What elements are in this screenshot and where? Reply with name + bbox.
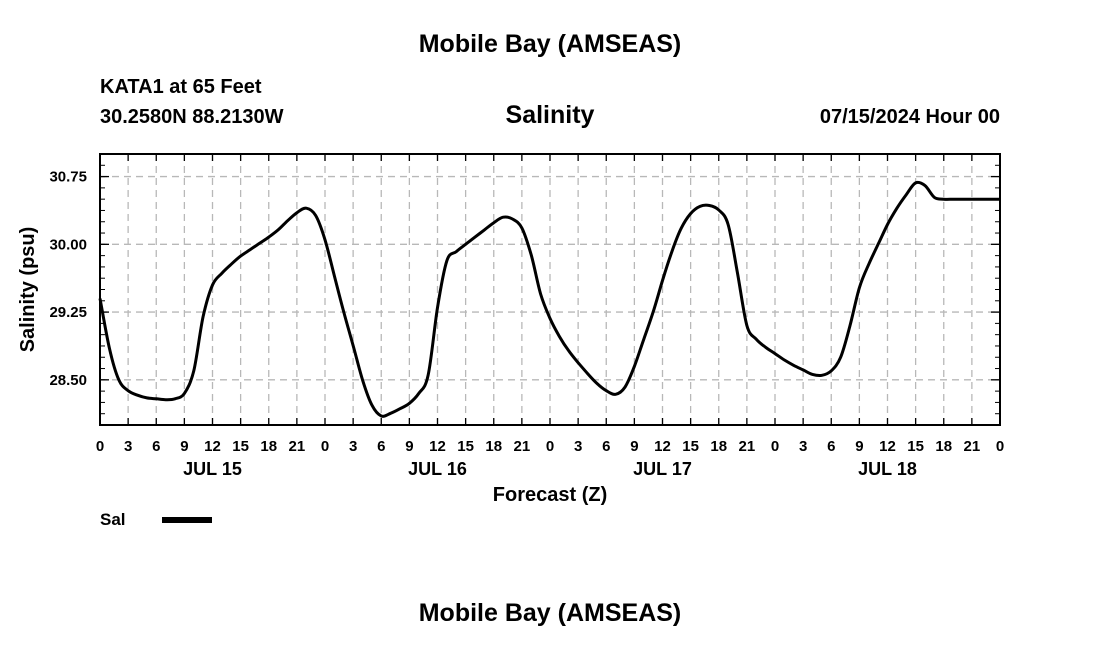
chart-grid [100,154,1000,425]
x-tick-label: 0 [321,438,329,455]
forecast-run-time: 07/15/2024 Hour 00 [819,106,1000,128]
x-tick-label: 9 [180,438,188,455]
x-tick-label: 12 [879,438,896,455]
chart-series [98,180,1000,418]
x-tick-label: 9 [405,438,413,455]
x-tick-label: 21 [964,438,981,455]
x-tick-label: 15 [907,438,924,455]
y-tick-label: 30.75 [49,169,87,186]
x-tick-label: 15 [457,438,474,455]
x-tick-label: 9 [630,438,638,455]
x-tick-label: 0 [771,438,779,455]
x-tick-label: 6 [602,438,610,455]
x-tick-label: 6 [377,438,385,455]
x-tick-label: 15 [232,438,249,455]
legend-label: Sal [100,510,126,529]
x-tick-label: 21 [739,438,756,455]
y-axis-label: Salinity (psu) [17,227,39,353]
x-tick-label: 12 [654,438,671,455]
x-day-label: JUL 18 [858,459,917,479]
x-tick-label: 21 [514,438,531,455]
x-tick-label: 18 [935,438,952,455]
page-title: Mobile Bay (AMSEAS) [418,30,682,58]
x-tick-label: 12 [204,438,221,455]
x-tick-label: 6 [152,438,160,455]
x-tick-label: 0 [96,438,104,455]
x-tick-label: 3 [574,438,582,455]
x-tick-label: 12 [429,438,446,455]
x-day-label: JUL 17 [633,459,692,479]
x-tick-label: 9 [855,438,863,455]
station-coordinates: 30.2580N 88.2130W [100,106,284,128]
x-tick-label: 18 [710,438,727,455]
plot-frame [99,153,1001,426]
x-day-label: JUL 15 [183,459,242,479]
y-tick-label: 28.50 [49,372,87,389]
y-tick-label: 30.00 [49,236,87,253]
x-tick-label: 6 [827,438,835,455]
x-tick-label: 3 [124,438,132,455]
x-tick-label: 18 [260,438,277,455]
x-tick-label: 3 [349,438,357,455]
x-tick-label: 0 [996,438,1004,455]
x-tick-label: 0 [546,438,554,455]
x-day-label: JUL 16 [408,459,467,479]
chart-title: Salinity [505,101,595,129]
x-tick-label: 21 [289,438,306,455]
station-label: KATA1 at 65 Feet [100,76,262,98]
y-tick-label: 29.25 [49,304,87,321]
chart-tick-labels: 0 3 6 9 12 15 18 21 0 3 6 9 12 15 18 21 0 3 6 9 12 15 18 21 0 3 6 9… [49,169,1004,479]
x-tick-label: 3 [799,438,807,455]
x-tick-label: 15 [682,438,699,455]
legend-swatch [162,517,212,523]
x-tick-label: 18 [485,438,502,455]
x-axis-label: Forecast (Z) [493,484,607,506]
footer-title: Mobile Bay (AMSEAS) [418,599,682,627]
series-line-sal [98,180,1000,418]
